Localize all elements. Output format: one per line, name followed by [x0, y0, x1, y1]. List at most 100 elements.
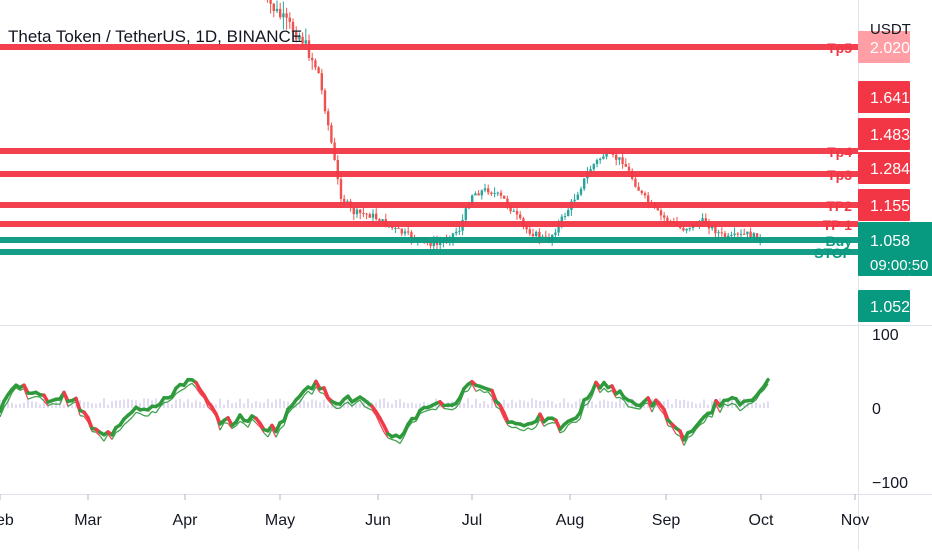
time-tick: Sep [652, 512, 681, 529]
signal-line [392, 440, 396, 441]
candle-body [458, 231, 460, 232]
candle-body [682, 228, 684, 230]
price-tag-label: 1.483 [870, 127, 910, 144]
signal-line [92, 431, 96, 432]
candle-body [330, 125, 332, 142]
signal-line [688, 435, 692, 437]
signal-line [436, 404, 440, 409]
level-line-tp1[interactable] [0, 221, 858, 227]
candle-body [634, 179, 636, 187]
time-tick: Nov [841, 512, 869, 529]
candle-body [567, 210, 569, 216]
candle-body [663, 215, 665, 217]
time-tick: Aug [556, 512, 584, 529]
signal-line [28, 398, 32, 400]
level-label: Tp4 [827, 144, 852, 160]
signal-line [628, 407, 632, 408]
signal-line [100, 436, 104, 441]
candle-body [269, 0, 271, 4]
level-line-stop[interactable] [0, 249, 858, 255]
candle-body [666, 218, 668, 221]
candle-body [285, 13, 287, 17]
price-tag-label: 1.641 [870, 90, 910, 107]
candle-body [746, 232, 748, 235]
candle-body [356, 210, 358, 215]
signal-line [368, 408, 372, 410]
signal-line [608, 390, 612, 392]
candle-body [314, 60, 316, 67]
signal-line [484, 392, 488, 393]
time-tick: Jun [365, 512, 391, 529]
signal-line [508, 425, 512, 427]
signal-line [532, 427, 536, 430]
currency-label: USDT [870, 21, 911, 38]
candle-body [311, 58, 313, 60]
signal-line [180, 389, 184, 391]
candle-body [596, 160, 598, 164]
signal-line [452, 408, 456, 410]
signal-line [280, 425, 284, 429]
signal-line [116, 430, 120, 432]
candle-body [628, 167, 630, 171]
level-line-tp2[interactable] [0, 202, 858, 208]
price-pane[interactable] [260, 0, 762, 251]
time-tick: Jul [462, 512, 482, 529]
candle-body [685, 229, 687, 231]
signal-line [320, 393, 324, 394]
candle-body [365, 214, 367, 215]
signal-line [412, 421, 416, 422]
candle-body [439, 243, 441, 245]
candle-body [273, 4, 275, 11]
candle-body [615, 155, 617, 160]
signal-line [148, 412, 152, 417]
signal-line [448, 409, 452, 410]
candle-body [321, 73, 323, 90]
candle-body [487, 188, 489, 192]
signal-line [124, 421, 128, 424]
candle-body [401, 229, 403, 234]
candle-body [647, 195, 649, 202]
candle-body [564, 216, 566, 217]
candle-body [743, 234, 745, 235]
candle-body [289, 18, 291, 22]
signal-line [524, 428, 528, 431]
signal-line [264, 433, 268, 437]
signal-line [748, 403, 752, 404]
signal-line [344, 402, 348, 404]
level-line-tp3[interactable] [0, 171, 858, 177]
signal-line [140, 413, 144, 415]
signal-line [732, 403, 736, 405]
candle-body [689, 228, 691, 229]
candle-body [279, 9, 281, 17]
signal-line [528, 428, 532, 430]
oscillator-pane[interactable] [0, 380, 768, 446]
signal-line [296, 402, 300, 405]
level-line-buy[interactable] [0, 237, 858, 243]
price-tag-label: 1.284 [870, 161, 910, 178]
candle-body [513, 211, 515, 212]
time-tick: Oct [749, 512, 774, 529]
signal-line [80, 416, 84, 417]
price-axis[interactable]: 2.0201.6411.4831.2841.1551.05809:00:501.… [858, 31, 932, 322]
candle-body [717, 232, 719, 233]
candle-body [340, 179, 342, 199]
candle-body [519, 215, 521, 219]
candle-body [343, 199, 345, 202]
candle-body [474, 193, 476, 195]
time-axis[interactable]: FebMarAprMayJunJulAugSepOctNov [0, 494, 869, 529]
signal-line [224, 423, 228, 424]
candle-body [602, 157, 604, 159]
price-tag-label: 1.052 [870, 299, 910, 316]
signal-line [728, 403, 732, 406]
candle-body [276, 9, 278, 11]
price-tag-label: 1.058 [870, 233, 910, 250]
candle-body [516, 211, 518, 215]
signal-line [548, 423, 552, 424]
level-line-tp4[interactable] [0, 148, 858, 154]
signal-line [636, 408, 640, 409]
candle-body [753, 233, 755, 237]
